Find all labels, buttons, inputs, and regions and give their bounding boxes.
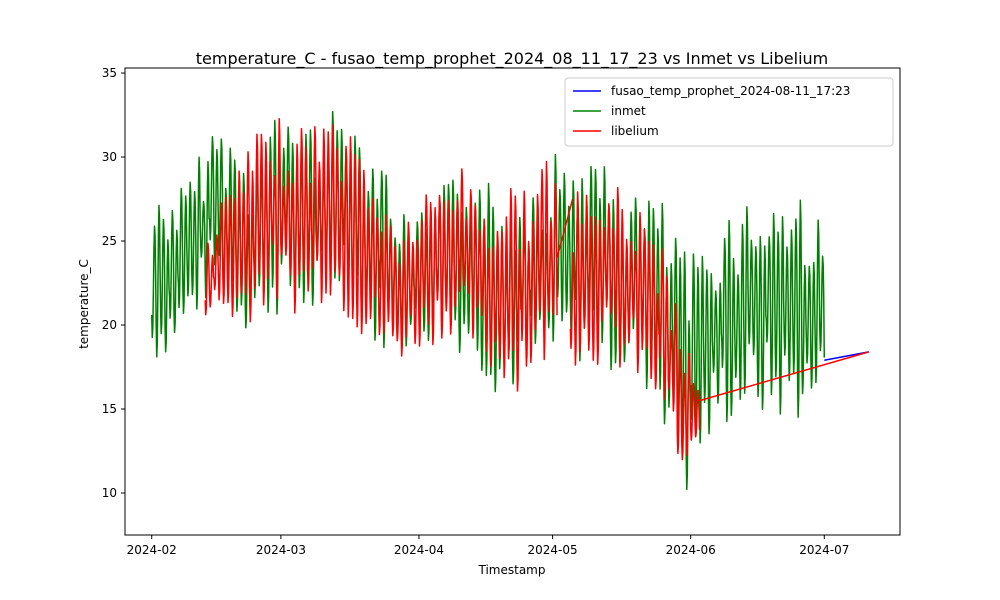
legend-entry: inmet bbox=[611, 104, 646, 118]
y-axis-label: temperature_C bbox=[77, 259, 91, 349]
legend-entry: fusao_temp_prophet_2024-08-11_17:23 bbox=[611, 84, 850, 98]
x-tick-label: 2024-04 bbox=[394, 543, 444, 557]
y-tick-label: 15 bbox=[102, 402, 117, 416]
plot-area bbox=[150, 110, 870, 491]
y-tick-label: 25 bbox=[102, 234, 117, 248]
series-link-1 bbox=[699, 351, 870, 402]
series-link-0 bbox=[556, 198, 574, 259]
series-line-segment-0 bbox=[204, 118, 558, 392]
x-tick-label: 2024-02 bbox=[127, 543, 177, 557]
y-tick-label: 10 bbox=[102, 486, 117, 500]
plot-frame bbox=[124, 67, 901, 536]
series-line-segment-1 bbox=[569, 186, 701, 461]
x-axis-label: Timestamp bbox=[478, 563, 546, 577]
x-tick-label: 2024-03 bbox=[256, 543, 306, 557]
legend-box bbox=[564, 77, 894, 147]
legend: fusao_temp_prophet_2024-08-11_17:23inmet… bbox=[564, 77, 894, 147]
x-axis: 2024-02 2024-03 2024-04 2024-05 2024-06 2024-… bbox=[127, 535, 849, 557]
legend-entry: libelium bbox=[611, 124, 659, 138]
x-tick-label: 2024-05 bbox=[528, 543, 578, 557]
y-axis: 10 15 20 25 30 35 bbox=[102, 66, 125, 500]
y-tick-label: 35 bbox=[102, 66, 117, 80]
x-tick-label: 2024-06 bbox=[666, 543, 716, 557]
x-tick-label: 2024-07 bbox=[799, 543, 849, 557]
chart-title: temperature_C - fusao_temp_prophet_2024_… bbox=[196, 49, 828, 69]
y-tick-label: 20 bbox=[102, 318, 117, 332]
series-libelium bbox=[204, 118, 870, 461]
y-tick-label: 30 bbox=[102, 150, 117, 164]
